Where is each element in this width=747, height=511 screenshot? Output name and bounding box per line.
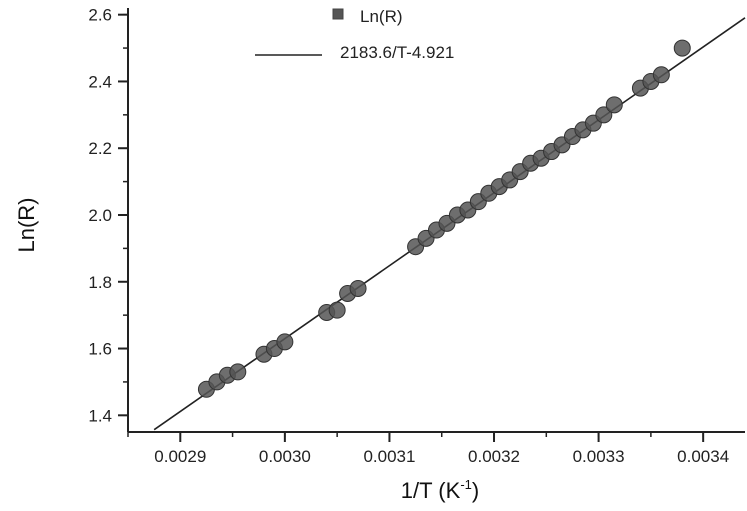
data-point (652, 66, 670, 84)
x-axis-title: 1/T (K-1) (401, 477, 479, 503)
y-tick-label: 2.4 (88, 72, 112, 91)
x-tick-label: 0.0032 (468, 447, 520, 466)
x-tick-label: 0.0030 (259, 447, 311, 466)
x-tick-label: 0.0034 (677, 447, 729, 466)
data-point (349, 279, 367, 297)
y-tick-label: 2.6 (88, 6, 112, 25)
x-tick-label: 0.0033 (573, 447, 625, 466)
data-point (328, 301, 346, 319)
legend-marker-lnr (332, 8, 344, 20)
data-point (229, 363, 247, 381)
x-tick-label: 0.0031 (363, 447, 415, 466)
legend-label-fit: 2183.6/T-4.921 (340, 43, 454, 62)
y-tick-label: 2.2 (88, 139, 112, 158)
plot-area: 0.0029 0.0030 0.0031 0.0032 0.0033 0.0034 1.4… (88, 6, 746, 466)
y-axis-title: Ln(R) (14, 197, 39, 252)
x-ticks: 0.0029 0.0030 0.0031 0.0032 0.0033 0.0034 (127, 432, 729, 466)
y-ticks: 1.4 1.6 1.8 2.0 2.2 2.4 2.6 (88, 6, 128, 425)
data-point (595, 106, 613, 124)
data-point (276, 333, 294, 351)
legend-label-lnr: Ln(R) (360, 7, 403, 26)
y-tick-label: 1.8 (88, 273, 112, 292)
x-tick-label: 0.0029 (154, 447, 206, 466)
data-point (673, 39, 691, 57)
y-tick-label: 1.6 (88, 340, 112, 359)
y-tick-label: 2.0 (88, 206, 112, 225)
data-points (197, 39, 691, 398)
legend: Ln(R) 2183.6/T-4.921 (255, 7, 454, 62)
data-point (605, 96, 623, 114)
y-tick-label: 1.4 (88, 406, 112, 425)
